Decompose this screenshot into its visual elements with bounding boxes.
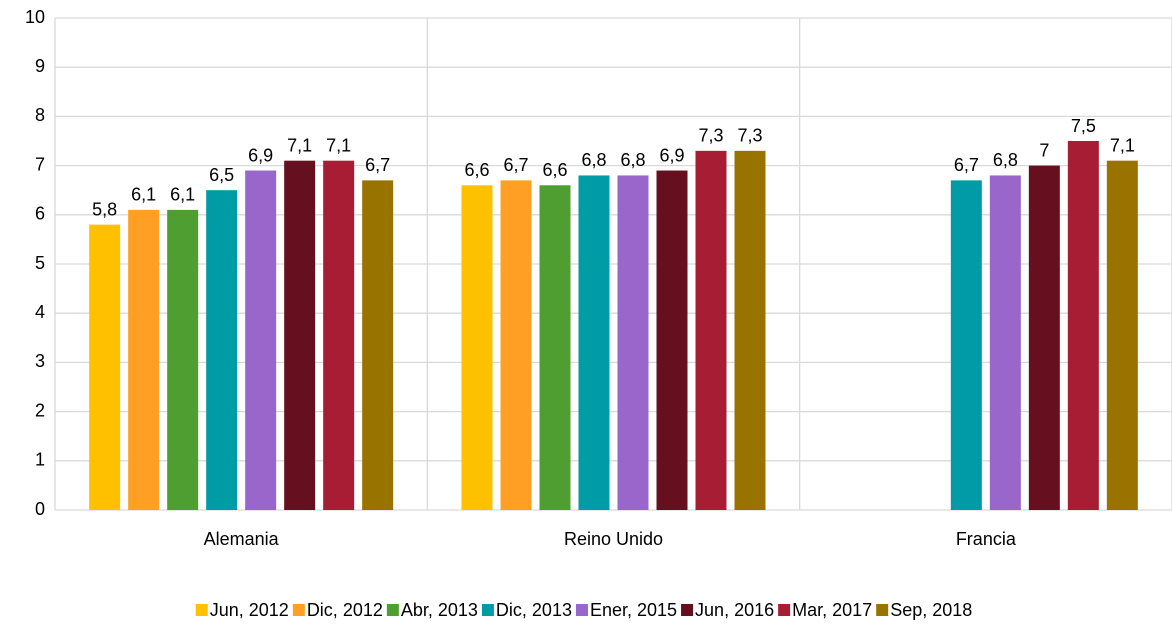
bar — [128, 209, 160, 510]
value-label: 7,3 — [737, 126, 762, 146]
legend-swatch — [681, 604, 694, 616]
bar — [734, 150, 766, 510]
y-tick-label: 1 — [35, 450, 45, 470]
bar — [323, 160, 355, 510]
value-label: 6,8 — [993, 150, 1018, 170]
value-label: 7,3 — [698, 126, 723, 146]
value-label: 6,9 — [659, 145, 684, 165]
y-tick-label: 10 — [25, 7, 45, 27]
bar — [1067, 141, 1099, 510]
legend-label: Abr, 2013 — [401, 600, 478, 620]
legend-swatch — [876, 604, 889, 616]
bar — [695, 150, 727, 510]
value-label: 6,9 — [248, 145, 273, 165]
legend-swatch — [575, 604, 588, 616]
y-tick-label: 3 — [35, 351, 45, 371]
bar — [950, 180, 982, 511]
legend-label: Dic, 2012 — [307, 600, 383, 620]
x-tick-label: Francia — [956, 529, 1017, 549]
y-tick-label: 6 — [35, 204, 45, 224]
value-label: 5,8 — [92, 199, 117, 219]
bar — [461, 185, 493, 510]
value-label: 6,8 — [620, 150, 645, 170]
y-tick-label: 7 — [35, 154, 45, 174]
value-label: 7,1 — [287, 135, 312, 155]
value-label: 6,8 — [581, 150, 606, 170]
legend-swatch — [481, 604, 494, 616]
value-label: 7 — [1039, 140, 1049, 160]
legend-label: Jun, 2016 — [695, 600, 774, 620]
legend-label: Sep, 2018 — [890, 600, 972, 620]
bar — [500, 180, 532, 511]
value-label: 6,7 — [365, 155, 390, 175]
bar — [617, 175, 649, 510]
bar — [89, 224, 121, 510]
legend-label: Ener, 2015 — [590, 600, 677, 620]
legend-label: Jun, 2012 — [210, 600, 289, 620]
bar — [206, 190, 238, 510]
bar — [989, 175, 1021, 510]
bar — [578, 175, 610, 510]
legend-swatch — [386, 604, 399, 616]
value-label: 7,1 — [1110, 135, 1135, 155]
bar — [1106, 160, 1138, 510]
value-label: 6,6 — [542, 160, 567, 180]
legend-swatch — [292, 604, 305, 616]
value-label: 6,1 — [170, 185, 195, 205]
bar — [362, 180, 394, 511]
y-tick-label: 2 — [35, 400, 45, 420]
bar — [167, 209, 199, 510]
legend-swatch — [195, 604, 208, 616]
value-label: 7,5 — [1071, 116, 1096, 136]
x-tick-label: Alemania — [204, 529, 280, 549]
x-tick-label: Reino Unido — [564, 529, 663, 549]
value-label: 6,7 — [954, 155, 979, 175]
value-label: 6,7 — [503, 155, 528, 175]
bar — [284, 160, 316, 510]
bar — [539, 185, 571, 510]
bar — [245, 170, 277, 510]
bar — [656, 170, 688, 510]
value-label: 6,5 — [209, 165, 234, 185]
legend-swatch — [778, 604, 791, 616]
y-tick-label: 8 — [35, 105, 45, 125]
y-tick-label: 5 — [35, 253, 45, 273]
bar — [1028, 165, 1060, 510]
legend-label: Mar, 2017 — [792, 600, 872, 620]
value-label: 6,1 — [131, 185, 156, 205]
y-tick-label: 0 — [35, 499, 45, 519]
y-tick-label: 9 — [35, 56, 45, 76]
value-label: 6,6 — [464, 160, 489, 180]
legend-label: Dic, 2013 — [496, 600, 572, 620]
y-tick-label: 4 — [35, 302, 45, 322]
value-label: 7,1 — [326, 135, 351, 155]
